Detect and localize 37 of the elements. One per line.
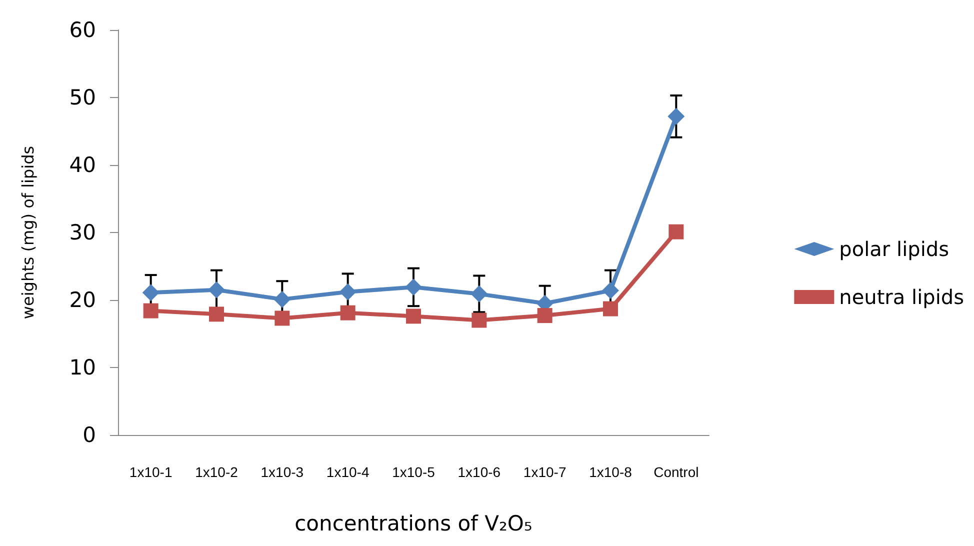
x-tick-label: 1x10-6 — [458, 464, 501, 480]
point — [340, 305, 356, 320]
point — [537, 308, 552, 324]
y-tick-label: 10 — [69, 356, 96, 380]
y-tick-label: 0 — [82, 423, 96, 447]
point — [142, 284, 160, 302]
y-tick-label: 50 — [69, 86, 96, 110]
y-tick-label: 30 — [69, 220, 96, 244]
x-tick-label: 1x10-4 — [326, 464, 370, 480]
y-tick-label: 20 — [69, 288, 96, 312]
point — [143, 303, 158, 318]
point — [209, 306, 224, 322]
point — [274, 310, 290, 326]
point — [470, 285, 488, 302]
point — [208, 281, 225, 298]
point — [668, 224, 684, 240]
point — [339, 283, 356, 300]
point — [602, 282, 619, 300]
point — [406, 308, 421, 324]
point — [274, 290, 291, 308]
point — [668, 108, 685, 125]
point — [603, 301, 618, 316]
x-tick-label: 1x10-3 — [260, 464, 304, 480]
legend-label: neutra lipids — [839, 285, 964, 309]
legend-label: polar lipids — [839, 237, 949, 261]
y-tick-label: 60 — [69, 18, 96, 42]
y-axis-title: weights (mg) of lipids — [18, 146, 38, 320]
x-tick-label: 1x10-8 — [589, 464, 632, 480]
point — [405, 278, 422, 296]
x-axis-title: concentrations of V₂O₅ — [294, 512, 532, 536]
x-tick-label: 1x10-5 — [392, 464, 436, 480]
x-tick-label: 1x10-1 — [129, 464, 172, 480]
y-tick-label: 40 — [69, 153, 96, 177]
x-tick-label: Control — [654, 464, 699, 480]
x-tick-label: 1x10-2 — [195, 464, 238, 480]
x-tick-label: 1x10-7 — [523, 464, 566, 480]
point — [472, 312, 487, 328]
